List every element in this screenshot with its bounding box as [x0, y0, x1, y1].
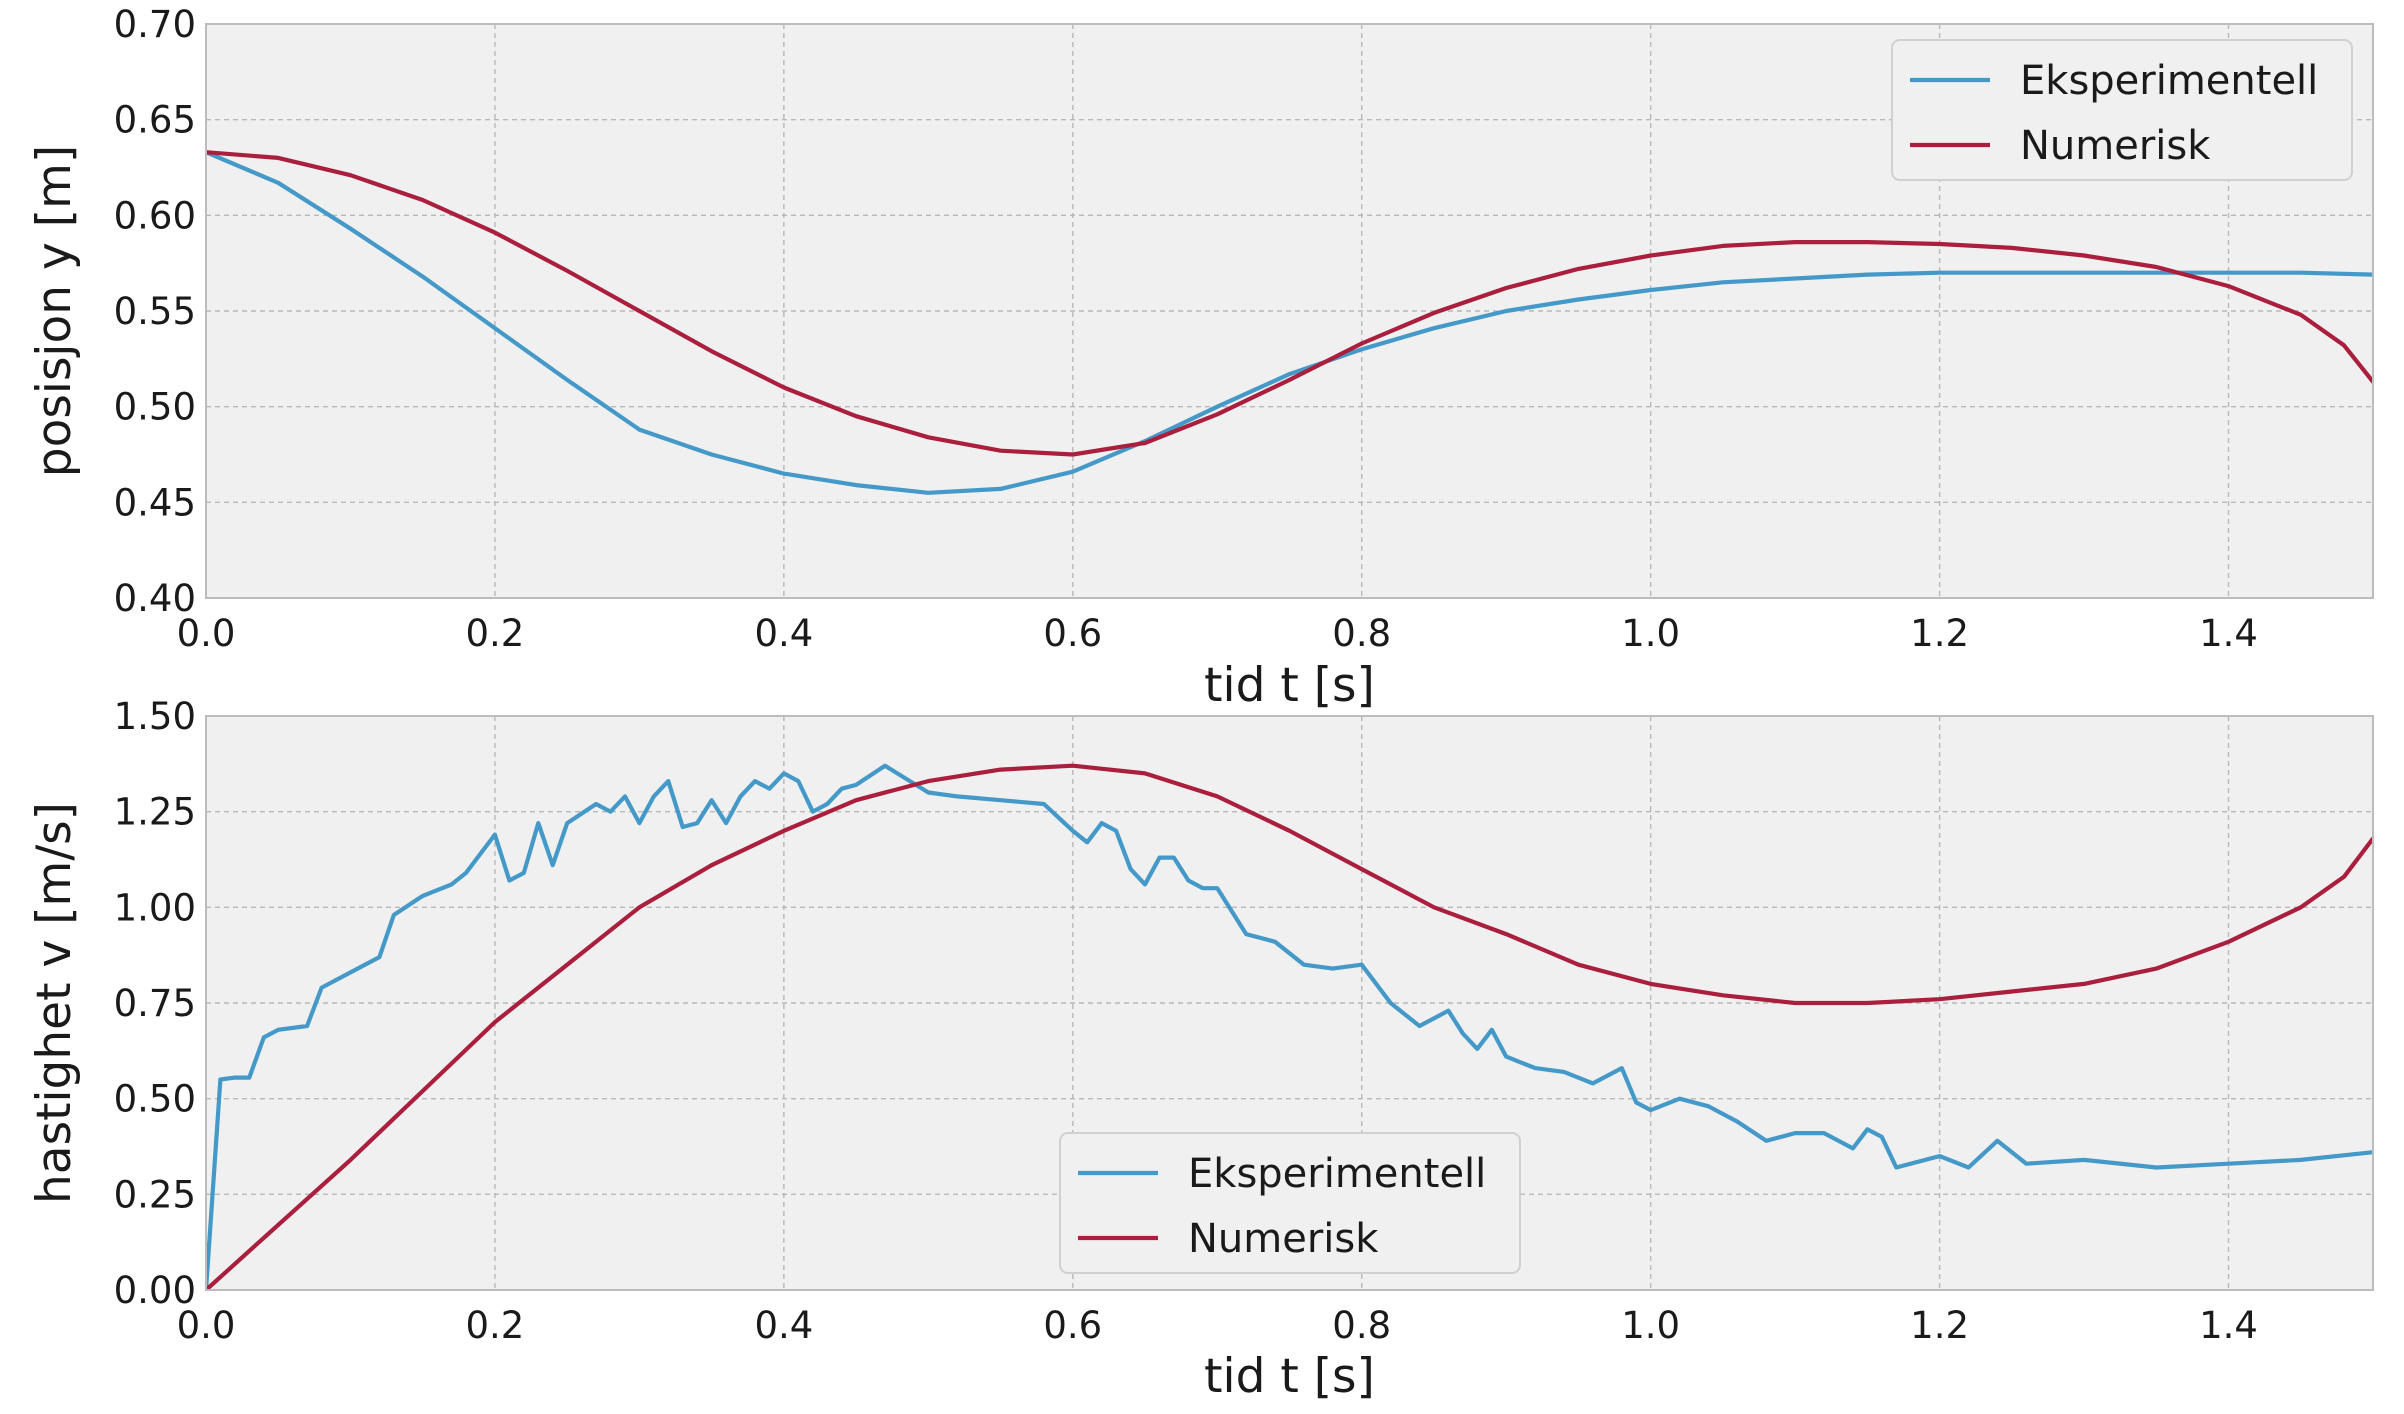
- chart-1-x-tick-label: 0.4: [754, 1304, 813, 1347]
- chart-1-y-tick-label: 0.25: [114, 1173, 196, 1216]
- chart-0-y-tick-label: 0.40: [114, 577, 196, 620]
- chart-1-x-tick-label: 1.2: [1910, 1304, 1969, 1347]
- chart-1-y-tick-label: 1.25: [114, 791, 196, 834]
- chart-0-x-tick-label: 1.0: [1621, 612, 1680, 655]
- chart-0-y-tick-label: 0.55: [114, 290, 196, 333]
- chart-0-x-tick-label: 1.4: [2199, 612, 2258, 655]
- chart-0-legend-label-numerisk: Numerisk: [2020, 123, 2211, 169]
- chart-0-x-tick-label: 1.2: [1910, 612, 1969, 655]
- chart-1-series-numerisk-line: [206, 763, 2373, 1290]
- chart-1-x-tick-label: 0.6: [1043, 1304, 1102, 1347]
- chart-1-plot: 0.0 0.2 0.4 0.6 0.8 1.0 1.2 1.4 0.00 0.25 0.50 0.75…: [27, 695, 2374, 1404]
- chart-1-legend-box: [1059, 1132, 1521, 1274]
- chart-1-y-tick-label: 0.00: [114, 1269, 196, 1312]
- chart-0-legend-label-eksperimentell: Eksperimentell: [2020, 58, 2318, 104]
- chart-1-y-tick-label: 1.00: [114, 886, 196, 929]
- chart-1-x-tick-label: 0.2: [466, 1304, 525, 1347]
- chart-1-series-eksperimentell-line: [206, 763, 2373, 1290]
- chart-1-frame: [205, 715, 2374, 1291]
- chart-0-y-tick-label: 0.45: [114, 481, 196, 524]
- chart-0-y-axis-label: posisjon y [m]: [27, 145, 82, 477]
- chart-1-legend-label-eksperimentell: Eksperimentell: [1188, 1151, 1486, 1197]
- chart-0-x-tick-label: 0.6: [1043, 612, 1102, 655]
- chart-0-y-tick-label: 0.70: [114, 3, 196, 46]
- chart-1-x-tick-label: 1.4: [2199, 1304, 2258, 1347]
- chart-1-y-tick-label: 0.75: [114, 982, 196, 1025]
- chart-1-y-axis-label: hastighet v [m/s]: [27, 802, 82, 1204]
- chart-0-frame: [205, 23, 2374, 599]
- chart-0-x-tick-label: 0.4: [754, 612, 813, 655]
- chart-0-series-eksperimentell-line: [206, 150, 2373, 495]
- chart-0-plot: 0.0 0.2 0.4 0.6 0.8 1.0 1.2 1.4 0.40 0.45 0.50 0.55…: [27, 3, 2374, 713]
- chart-1-y-tick-label: 0.50: [114, 1078, 196, 1121]
- chart-1-x-tick-label: 0.8: [1332, 1304, 1391, 1347]
- chart-1-y-tick-label: 1.50: [114, 695, 196, 738]
- chart-0-y-tick-label: 0.65: [114, 99, 196, 142]
- chart-0-y-tick-label: 0.60: [114, 194, 196, 237]
- chart-0-series-numerisk-line: [206, 150, 2373, 457]
- chart-0-legend: Eksperimentell Numerisk: [1891, 39, 2353, 181]
- chart-0-x-tick-label: 0.2: [466, 612, 525, 655]
- chart-0-y-tick-label: 0.50: [114, 386, 196, 429]
- chart-1-legend-label-numerisk: Numerisk: [1188, 1216, 1379, 1262]
- chart-1-x-axis-label: tid t [s]: [1204, 1349, 1375, 1404]
- chart-1-legend: Eksperimentell Numerisk: [1059, 1132, 1521, 1274]
- chart-0-x-tick-label: 0.8: [1332, 612, 1391, 655]
- chart-0-legend-box: [1891, 39, 2353, 181]
- chart-1-x-tick-label: 0.0: [177, 1304, 236, 1347]
- chart-0-x-tick-label: 0.0: [177, 612, 236, 655]
- chart-0-x-axis-label: tid t [s]: [1204, 658, 1375, 713]
- chart-1-x-tick-label: 1.0: [1621, 1304, 1680, 1347]
